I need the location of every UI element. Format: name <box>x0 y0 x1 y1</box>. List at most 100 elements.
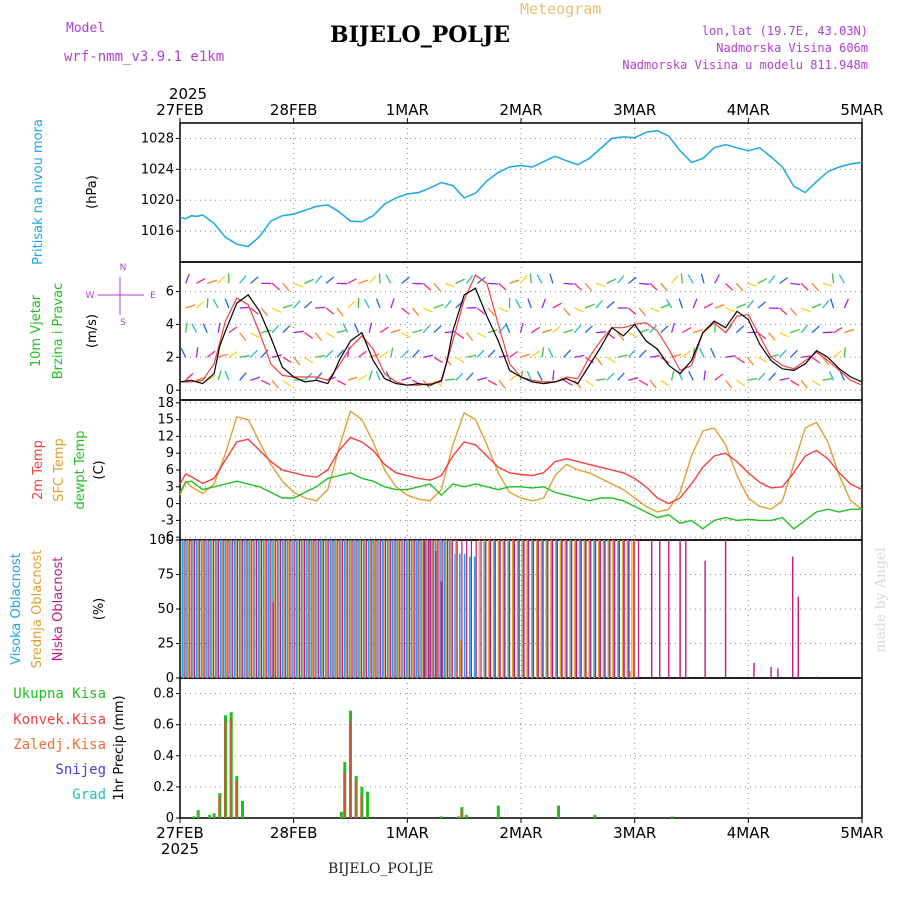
cloud-unit-label: (%) <box>92 598 107 621</box>
wind-arrow <box>465 332 474 341</box>
wind-arrow <box>315 354 326 358</box>
wind-arrow <box>444 330 455 334</box>
total-precip-bar <box>366 791 369 818</box>
wind-arrow <box>617 332 625 341</box>
wind-arrow <box>282 356 292 363</box>
wind-arrow <box>228 326 238 334</box>
wind-arrow <box>822 377 833 381</box>
wind-arrow <box>584 356 594 364</box>
wind-arrow <box>401 307 410 315</box>
wind-arrow <box>649 282 658 291</box>
wind-arrow <box>736 356 745 364</box>
wind-arrow <box>239 332 247 341</box>
wind-arrow <box>747 331 758 334</box>
wind-arrow <box>768 332 776 341</box>
wind-arrow <box>573 282 583 291</box>
wind-arrow <box>476 349 485 358</box>
temp-axis-label-sfc: SFC Temp <box>52 438 67 502</box>
compass-n-label: N <box>120 263 127 273</box>
wind-arrow <box>649 355 661 358</box>
wind-arrow <box>282 379 292 387</box>
wind-arrow <box>549 273 554 284</box>
wind-arrow <box>180 348 187 358</box>
wind-arrow <box>699 348 705 358</box>
x-tick-label-bottom: 28FEB <box>270 824 317 842</box>
legend-conv-precip: Konvek.Kisa <box>13 712 106 728</box>
wind-arrow <box>779 349 787 358</box>
y-tick-label: 0 <box>166 497 174 512</box>
wind-arrow <box>411 349 420 358</box>
wind-arrow <box>714 274 720 284</box>
wind-arrow <box>271 324 280 334</box>
wind-arrow <box>206 350 216 358</box>
y-tick-label: 0 <box>166 811 174 826</box>
wind-arrow <box>487 307 495 317</box>
y-tick-label: 4 <box>166 317 174 332</box>
wind-arrow <box>477 376 487 381</box>
wind-arrow <box>325 332 336 339</box>
wind-arrow <box>811 356 821 364</box>
pressure-line <box>179 129 863 248</box>
y-tick-label: 9 <box>166 446 174 461</box>
mid-cloud-bars <box>183 540 636 678</box>
wind-arrow <box>681 350 691 358</box>
wind-arrow <box>563 329 574 334</box>
temp-axis-label-dewpt: dewpt Temp <box>73 430 88 509</box>
legend-hail: Grad <box>72 787 106 803</box>
wind-arrow <box>541 347 545 358</box>
wind-arrow <box>509 279 520 284</box>
x-tick-label-bottom: 2MAR <box>499 824 542 842</box>
wind-arrow <box>250 376 261 381</box>
wind-arrow <box>260 307 269 317</box>
wind-arrow <box>800 379 808 389</box>
wind-arrow <box>206 374 217 381</box>
pressure-unit-label: (hPa) <box>85 175 100 209</box>
wind-arrow <box>703 302 714 309</box>
wind-arrow <box>260 379 271 386</box>
wind-arrow <box>660 282 668 292</box>
wind-arrow <box>617 275 625 284</box>
wind-arrow <box>509 350 519 358</box>
wind-arrow <box>433 356 443 364</box>
y-tick-label: -6 <box>161 530 174 545</box>
total-precip-bar <box>212 813 216 818</box>
wind-arrow <box>666 298 673 309</box>
cloud-axis-label-high: Visoka Oblacnost <box>9 553 24 665</box>
wind-arrow <box>800 324 809 334</box>
wind-arrow <box>833 327 843 334</box>
compass-w-label: W <box>86 291 95 301</box>
wind-arrow <box>505 323 511 333</box>
wind-arrow <box>829 298 835 309</box>
wind-arrow <box>498 307 509 313</box>
x-tick-label-bottom: 1MAR <box>386 824 429 842</box>
wind-arrow <box>682 326 692 334</box>
wind-arrow <box>519 322 524 333</box>
total-precip-bar <box>557 805 560 818</box>
wind-arrow <box>552 325 561 334</box>
temp-axis-label-2m: 2m Temp <box>31 440 46 500</box>
y-tick-label: 100 <box>149 533 174 548</box>
compass-s-label: S <box>120 318 126 328</box>
wind-arrow <box>358 374 368 381</box>
legend-frz-precip: Zaledj.Kisa <box>13 737 106 753</box>
y-tick-label: 15 <box>157 413 174 428</box>
wind-arrow <box>336 379 347 386</box>
model-name: wrf-nmm_v3.9.1 e1km <box>64 49 225 65</box>
wind-arrow <box>336 329 347 334</box>
total-precip-bar <box>464 814 468 818</box>
wind-arrow <box>455 278 465 284</box>
wind-arrow <box>574 307 584 313</box>
y-tick-label: -3 <box>161 513 174 528</box>
wind-vectors <box>180 273 855 389</box>
wind-arrow <box>844 328 855 334</box>
y-tick-label: 1024 <box>141 162 174 177</box>
wind-arrow <box>638 379 649 386</box>
wind-arrow <box>527 298 532 309</box>
wind-arrow <box>688 371 694 381</box>
wind-arrow <box>185 273 190 284</box>
wind-arrow <box>747 282 757 287</box>
wind-arrow <box>638 349 647 358</box>
wind-arrow <box>498 379 506 389</box>
total-precip-bar <box>670 816 674 818</box>
